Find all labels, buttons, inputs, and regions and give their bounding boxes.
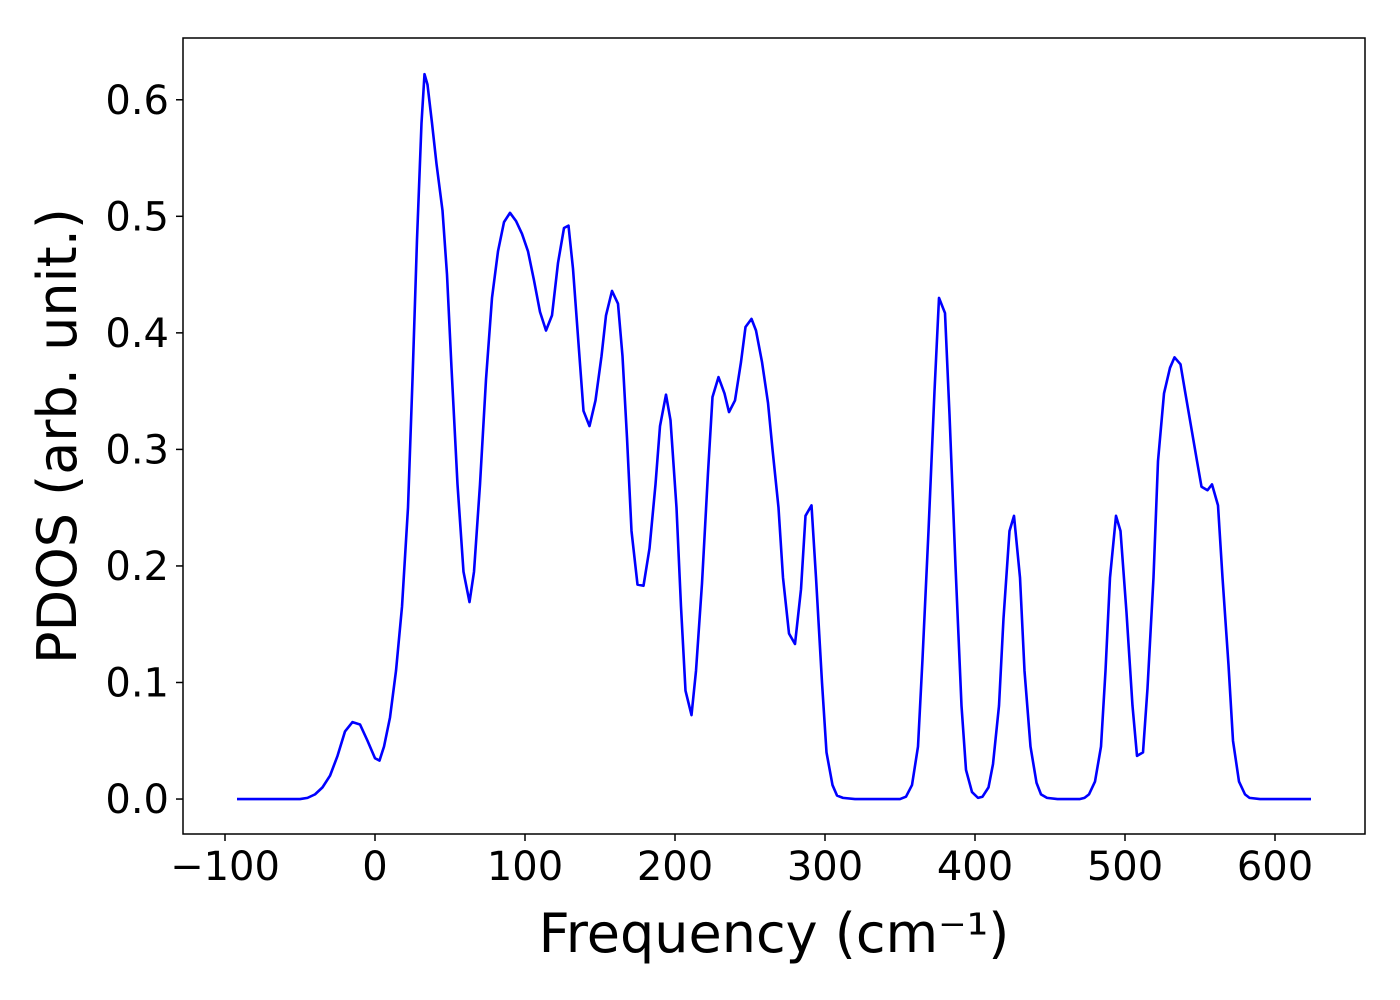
y-tick-label: 0.6 — [105, 78, 169, 124]
x-tick-label: 400 — [937, 844, 1013, 890]
plot-frame — [182, 37, 1366, 835]
x-tick-label: 0 — [362, 844, 387, 890]
y-tick-label: 0.4 — [105, 311, 169, 357]
x-axis-label: Frequency (cm⁻¹) — [539, 902, 1010, 965]
data-line — [237, 72, 1311, 801]
y-tick-label: 0.3 — [105, 427, 169, 473]
y-tick-label: 0.1 — [105, 660, 169, 706]
y-tick-label: 0.2 — [105, 544, 169, 590]
y-tick-label: 0.5 — [105, 194, 169, 240]
x-tick-label: 200 — [637, 844, 713, 890]
x-tick-label: 500 — [1087, 844, 1163, 890]
y-tick-label: 0.0 — [105, 777, 169, 823]
x-tick-label: 300 — [787, 844, 863, 890]
y-axis-label: PDOS (arb. unit.) — [26, 208, 89, 664]
x-tick-label: 100 — [487, 844, 563, 890]
x-tick-label: 600 — [1237, 844, 1313, 890]
x-tick-label: −100 — [170, 844, 280, 890]
